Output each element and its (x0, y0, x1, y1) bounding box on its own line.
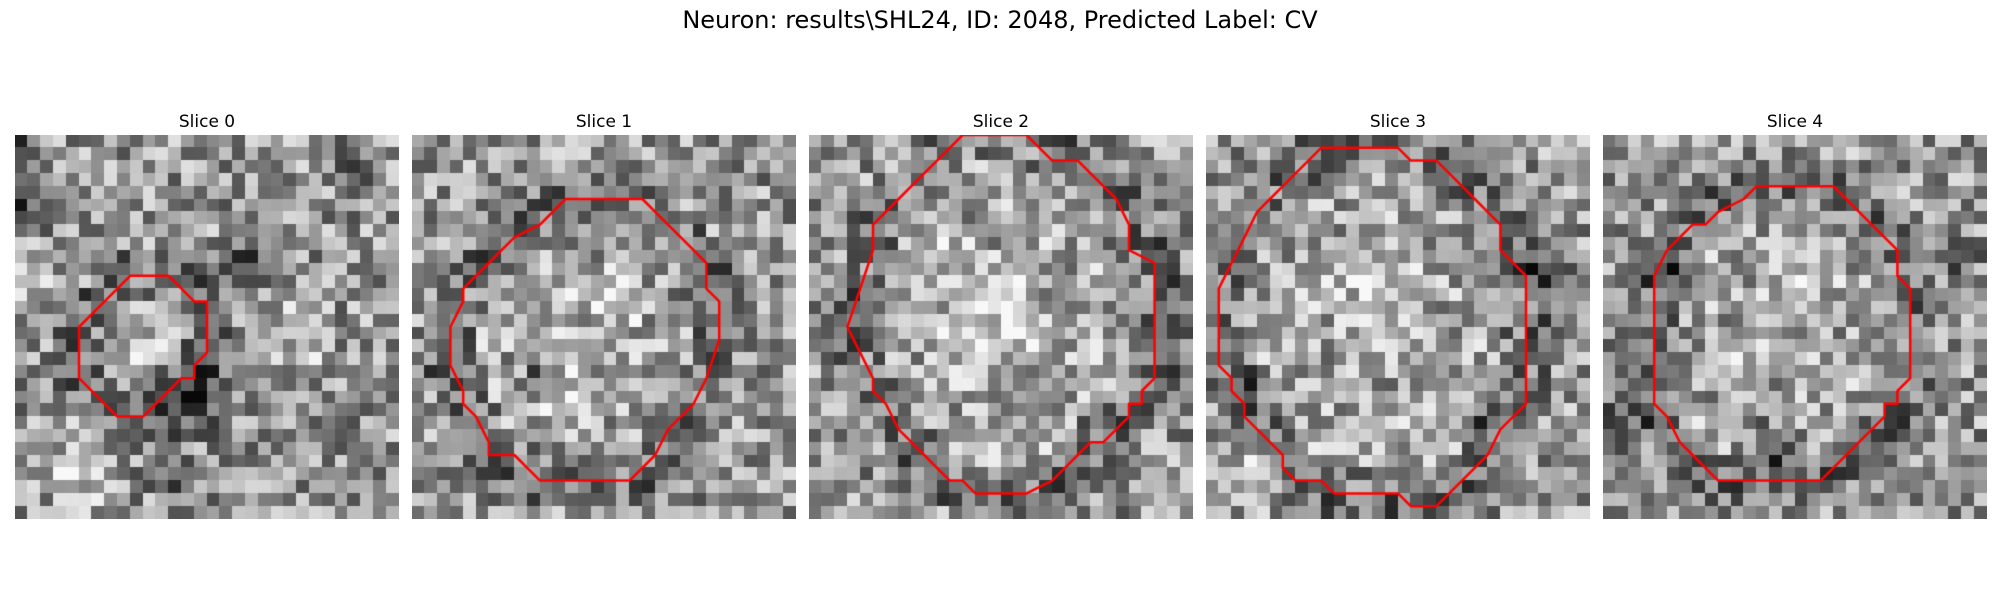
slice-image-3 (1206, 135, 1590, 519)
slice-image-0 (15, 135, 399, 519)
slice-title: Slice 1 (575, 112, 633, 132)
slice-panel-2: Slice 2 (809, 110, 1193, 519)
slice-title: Slice 2 (972, 112, 1030, 132)
slice-panel-3: Slice 3 (1206, 110, 1590, 519)
slice-panel-1: Slice 1 (412, 110, 796, 519)
slice-title: Slice 0 (178, 112, 236, 132)
slice-title: Slice 3 (1369, 112, 1427, 132)
slice-title: Slice 4 (1766, 112, 1824, 132)
slice-panel-4: Slice 4 (1603, 110, 1987, 519)
slice-image-2 (809, 135, 1193, 519)
slice-image-4 (1603, 135, 1987, 519)
slice-image-1 (412, 135, 796, 519)
figure-title: Neuron: results\SHL24, ID: 2048, Predict… (682, 6, 1318, 34)
slice-panel-0: Slice 0 (15, 110, 399, 519)
